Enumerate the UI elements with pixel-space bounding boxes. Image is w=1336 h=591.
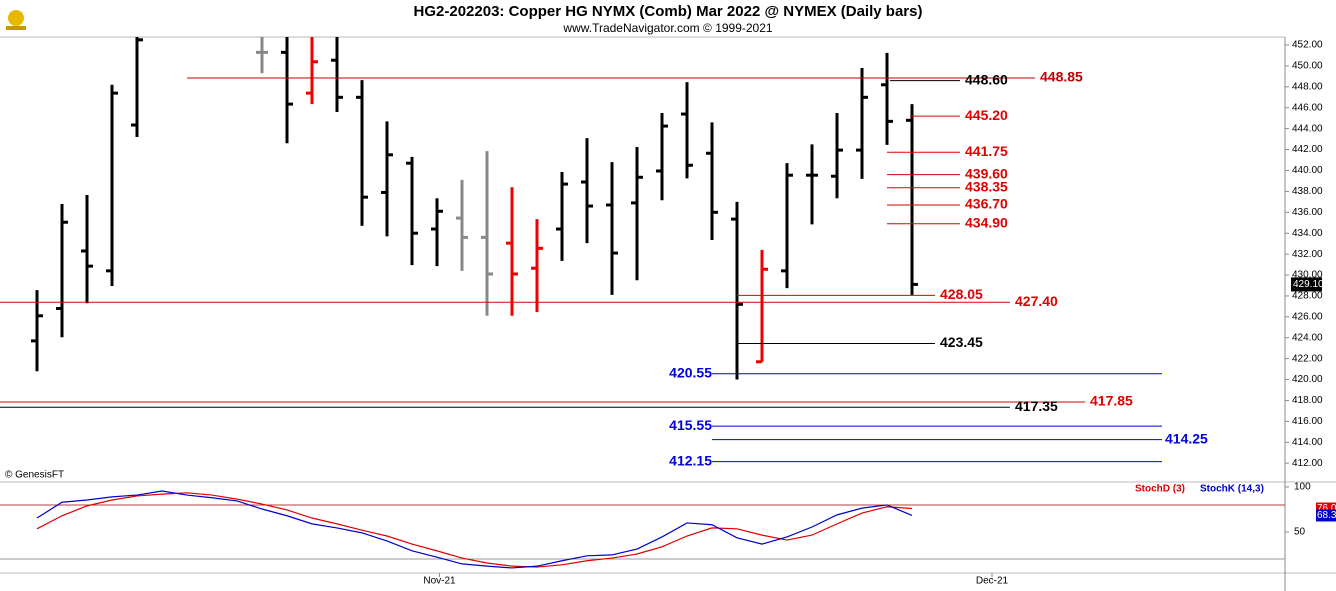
chart-title: HG2-202203: Copper HG NYMX (Comb) Mar 20… (414, 3, 923, 20)
y-tick-label: 440.00 (1292, 165, 1323, 176)
y-tick-label: 422.00 (1292, 353, 1323, 364)
y-tick-label: 446.00 (1292, 102, 1323, 113)
level-label: 428.05 (940, 286, 983, 302)
y-tick-label: 50 (1294, 527, 1306, 538)
y-tick-label: 432.00 (1292, 249, 1323, 260)
level-label: 434.90 (965, 215, 1008, 231)
y-tick-label: 450.00 (1292, 61, 1323, 72)
y-tick-label: 424.00 (1292, 332, 1323, 343)
stoch-panel (0, 490, 1285, 569)
level-label: 417.35 (1015, 398, 1058, 414)
stoch-line (36, 492, 913, 568)
y-tick-label: 434.00 (1292, 228, 1323, 239)
level-label: 415.55 (669, 417, 712, 433)
x-tick-label: Dec-21 (976, 576, 1009, 587)
level-label: 445.20 (965, 107, 1008, 123)
level-label: 427.40 (1015, 293, 1058, 309)
y-tick-label: 428.00 (1292, 291, 1323, 302)
last-price-box (1291, 277, 1322, 292)
source: © GenesisFT (5, 470, 64, 481)
y-tick-label: 430.00 (1292, 270, 1323, 281)
y-tick-label: 452.00 (1292, 40, 1323, 51)
last-value-label: 68.33 (1317, 510, 1336, 521)
level-label: 441.75 (965, 143, 1008, 159)
level-label: 448.85 (1040, 69, 1083, 85)
logo (6, 10, 26, 30)
last-value-box (1316, 509, 1336, 522)
last-value-label: 76.05 (1317, 503, 1336, 514)
legend-entry: StochK (14,3) (1200, 484, 1264, 495)
chart-subtitle: www.TradeNavigator.com © 1999-2021 (562, 21, 772, 35)
level-label: 439.60 (965, 165, 1008, 181)
level-label: 436.70 (965, 196, 1008, 212)
level-label: 423.45 (940, 334, 983, 350)
y-tick-label: 426.00 (1292, 311, 1323, 322)
y-tick-label: 414.00 (1292, 437, 1323, 448)
y-tick-label: 442.00 (1292, 144, 1323, 155)
y-tick-label: 418.00 (1292, 395, 1323, 406)
y-tick-label: 420.00 (1292, 374, 1323, 385)
legend-entry: StochD (3) (1135, 484, 1185, 495)
y-tick-label: 448.00 (1292, 82, 1323, 93)
y-tick-label: 444.00 (1292, 123, 1323, 134)
level-label: 420.55 (669, 365, 712, 381)
level-label: 438.35 (965, 178, 1008, 194)
y-tick-label: 438.00 (1292, 186, 1323, 197)
last-price-label: 429.10 (1293, 279, 1324, 290)
level-label: 412.15 (669, 452, 712, 468)
stoch-line (36, 490, 913, 569)
price-panel (31, 37, 918, 380)
level-label: 448.60 (965, 71, 1008, 87)
y-tick-label: 436.00 (1292, 207, 1323, 218)
x-tick-label: Nov-21 (423, 576, 456, 587)
y-tick-label: 100 (1294, 482, 1311, 493)
level-label: 414.25 (1165, 430, 1208, 446)
level-label: 417.85 (1090, 393, 1133, 409)
y-tick-label: 416.00 (1292, 416, 1323, 427)
y-tick-label: 412.00 (1292, 458, 1323, 469)
